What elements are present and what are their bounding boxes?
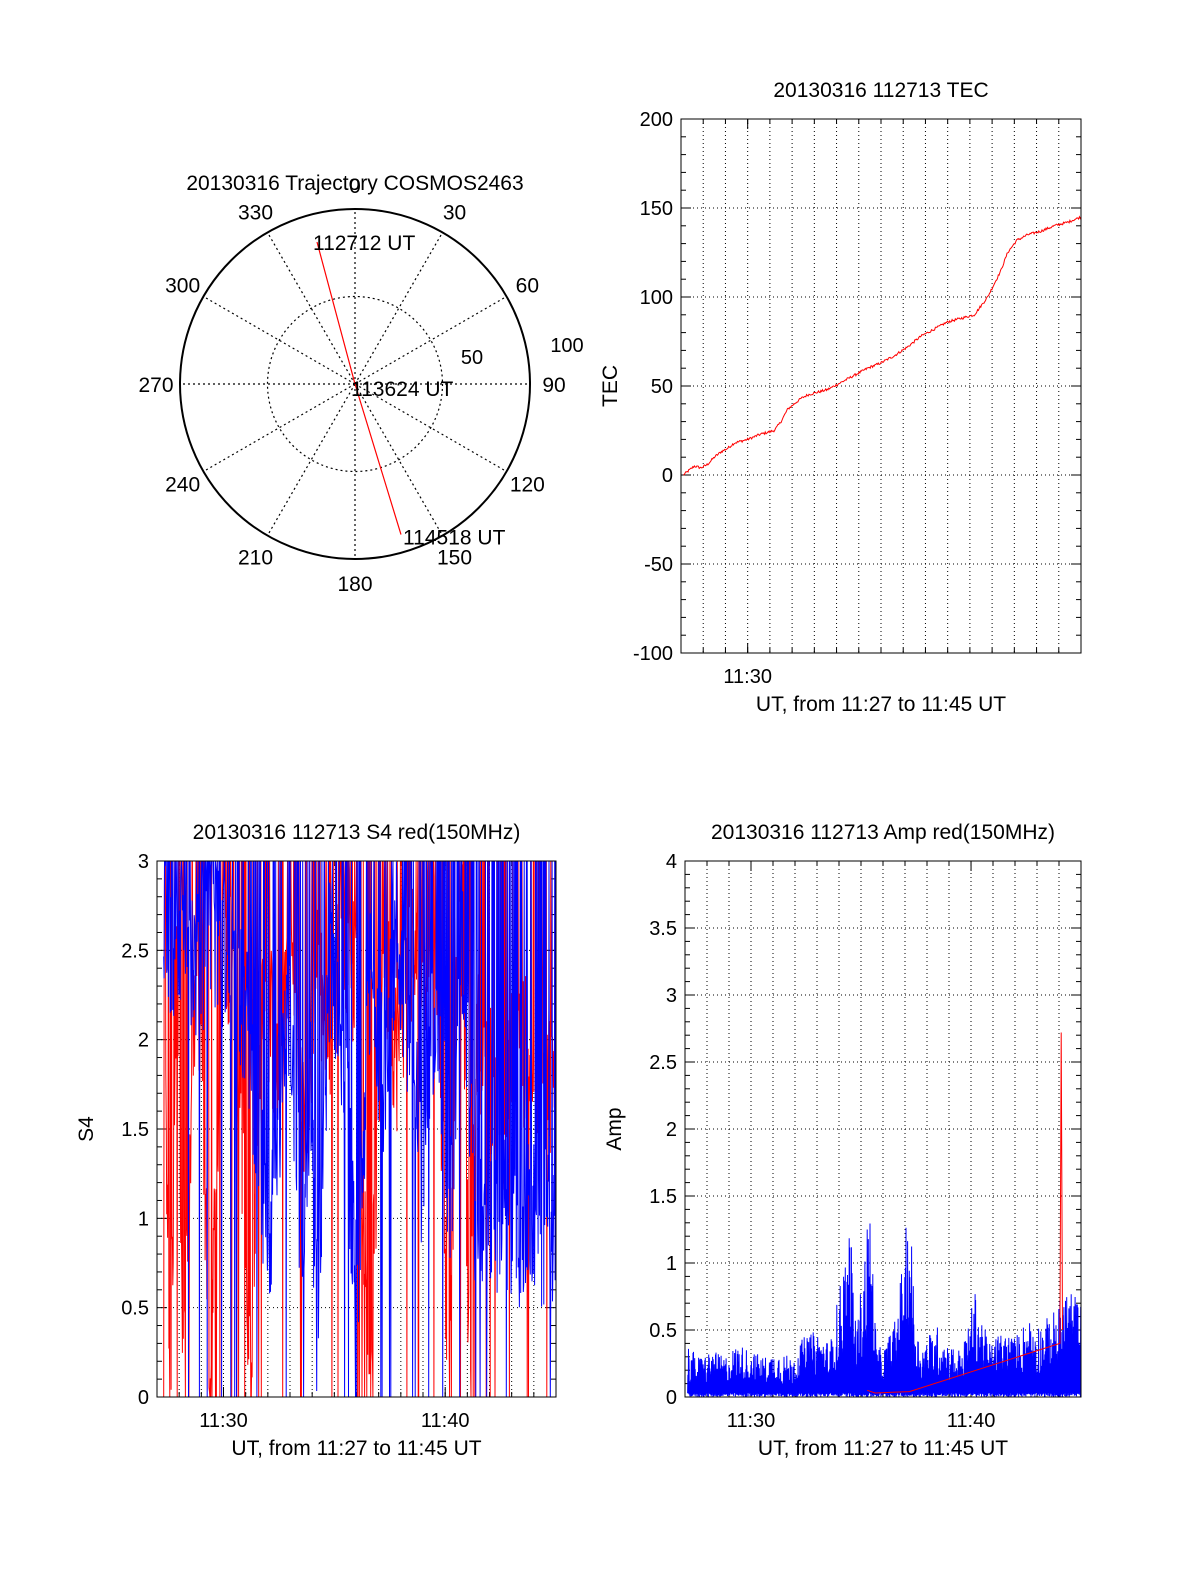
amp-series-line <box>687 1223 1081 1397</box>
tec-ytick-label: 100 <box>640 287 673 309</box>
s4-title: 20130316 112713 S4 red(150MHz) <box>193 821 521 844</box>
tec-ytick-label: 150 <box>640 198 673 220</box>
traj-azimuth-label: 120 <box>510 474 545 497</box>
traj-spoke <box>354 232 444 385</box>
traj-radius-label: 100 <box>550 335 583 357</box>
traj-spoke <box>354 295 507 385</box>
tec-ytick-label: -50 <box>644 554 673 576</box>
tec-data-layer <box>683 215 1081 476</box>
traj-track-label: 114518 UT <box>403 527 506 550</box>
amp-ytick-label: 4 <box>666 851 677 873</box>
tec-ytick-label: 50 <box>651 376 673 398</box>
traj-azimuth-label: 300 <box>165 275 200 298</box>
amp-ytick-label: 2.5 <box>649 1052 677 1074</box>
traj-azimuth-label: 180 <box>337 573 372 596</box>
amp-xtick-label: 11:40 <box>947 1410 996 1432</box>
tec-ytick-label: 0 <box>662 465 673 487</box>
amp-xlabel: UT, from 11:27 to 11:45 UT <box>758 1437 1008 1460</box>
traj-spoke <box>354 383 444 536</box>
s4-data-layer <box>163 861 556 1397</box>
tec-plot-frame <box>680 118 1082 654</box>
s4-ytick-label: 0.5 <box>121 1298 149 1320</box>
traj-track-label: 113624 UT <box>351 378 454 401</box>
s4-ytick-label: 2 <box>138 1030 149 1052</box>
amp-title: 20130316 112713 Amp red(150MHz) <box>711 821 1055 844</box>
s4-plot-frame <box>156 860 557 1398</box>
tec-title: 20130316 112713 TEC <box>773 79 988 102</box>
amp-ytick-label: 3 <box>666 985 677 1007</box>
traj-azimuth-label: 0 <box>349 175 361 198</box>
s4-xtick-label: 11:30 <box>199 1410 248 1432</box>
traj-spoke <box>203 295 356 385</box>
amp-ytick-label: 0 <box>666 1387 677 1409</box>
s4-xtick-label: 11:40 <box>421 1410 470 1432</box>
amp-ytick-label: 1 <box>666 1253 677 1275</box>
s4-ylabel: S4 <box>75 1116 98 1142</box>
amp-ytick-label: 3.5 <box>649 918 677 940</box>
s4-chart: 0 0.5 1 1.5 2 2.5 3 11:30 11:40 20130316 112713 S… <box>75 821 557 1460</box>
s4-ytick-label: 0 <box>138 1387 149 1409</box>
amp-data-layer <box>687 1032 1081 1397</box>
traj-track-line <box>316 241 402 535</box>
tec-chart: -100 -50 0 50 100 150 200 11:30 20130316 112713 … <box>599 79 1082 716</box>
amp-series-line <box>867 1032 1063 1394</box>
traj-radius-label: 50 <box>461 347 483 369</box>
traj-azimuth-label: 150 <box>437 546 472 569</box>
s4-xlabel: UT, from 11:27 to 11:45 UT <box>231 1437 481 1460</box>
traj-azimuth-label: 210 <box>238 546 273 569</box>
amp-ytick-label: 2 <box>666 1119 677 1141</box>
traj-track-label: 112712 UT <box>313 232 416 255</box>
tec-ytick-label: 200 <box>640 109 673 131</box>
tec-xlabel: UT, from 11:27 to 11:45 UT <box>756 693 1006 716</box>
traj-azimuth-label: 270 <box>138 374 173 397</box>
amp-plot-frame <box>684 860 1082 1398</box>
amp-ylabel: Amp <box>603 1107 626 1150</box>
s4-ytick-label: 3 <box>138 851 149 873</box>
traj-azimuth-label: 60 <box>516 275 539 298</box>
s4-ytick-label: 2.5 <box>121 940 149 962</box>
tec-ytick-label: -100 <box>633 643 673 665</box>
trajectory-polar-plot: 0 30 60 90 120 150 180 210 240 270 300 330 50 100 1127… <box>138 172 583 596</box>
traj-azimuth-label: 30 <box>443 202 466 225</box>
traj-outer-ring <box>179 208 531 560</box>
tec-series-line <box>683 215 1081 476</box>
traj-inner-ring <box>266 295 444 473</box>
tec-ylabel: TEC <box>599 365 622 407</box>
amp-xtick-label: 11:30 <box>727 1410 776 1432</box>
traj-spoke <box>266 232 356 385</box>
traj-spoke <box>203 383 356 473</box>
traj-title: 20130316 Trajectory COSMOS2463 <box>186 172 523 195</box>
s4-series-line <box>163 861 556 1397</box>
s4-ytick-label: 1.5 <box>121 1119 149 1141</box>
amp-ytick-label: 0.5 <box>649 1320 677 1342</box>
amp-ytick-label: 1.5 <box>649 1186 677 1208</box>
traj-spoke <box>266 383 356 536</box>
amp-chart: 0 0.5 1 1.5 2 2.5 3 3.5 4 11:30 11:40 20130316 1127… <box>603 821 1082 1460</box>
traj-azimuth-label: 240 <box>165 474 200 497</box>
traj-azimuth-label: 330 <box>238 202 273 225</box>
s4-ytick-label: 1 <box>138 1208 149 1230</box>
tec-xtick-label: 11:30 <box>723 666 772 688</box>
traj-azimuth-label: 90 <box>542 374 565 397</box>
traj-spoke <box>354 383 507 473</box>
